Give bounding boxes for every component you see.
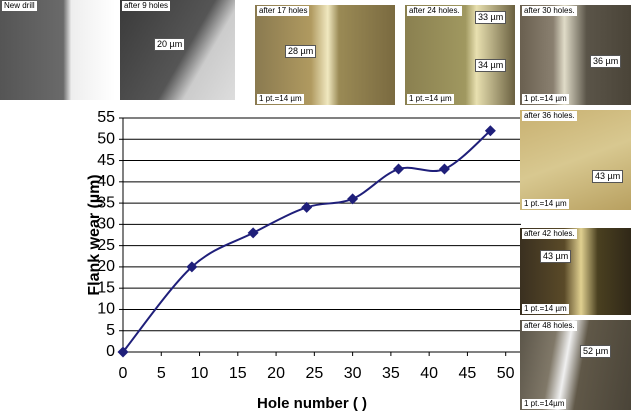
x-tick-label: 40 bbox=[420, 365, 438, 382]
data-marker bbox=[117, 346, 129, 358]
y-axis-title: Flank wear (µm) bbox=[86, 174, 103, 295]
data-marker bbox=[301, 201, 313, 213]
x-tick-label: 10 bbox=[191, 365, 209, 382]
y-tick-label: 40 bbox=[97, 173, 115, 190]
thumbnail-label: after 9 holes bbox=[122, 1, 171, 11]
x-tick-label: 50 bbox=[497, 365, 515, 382]
measurement-label: 34 µm bbox=[475, 59, 507, 72]
measurement-label: 36 µm bbox=[590, 55, 622, 68]
measurement-label: 43 µm bbox=[540, 250, 572, 263]
scale-label: 1 pt.=14 µm bbox=[522, 94, 569, 104]
thumbnail: after 48 holes. 52 µm 1 pt.=14µm bbox=[520, 320, 631, 410]
data-marker bbox=[347, 193, 359, 205]
measurement-label: 52 µm bbox=[580, 345, 612, 358]
y-tick-label: 25 bbox=[97, 237, 115, 254]
thumbnail-label: after 36 holes. bbox=[522, 111, 577, 121]
data-marker bbox=[484, 125, 496, 137]
scale-label: 1 pt.=14 µm bbox=[407, 94, 454, 104]
thumbnail: after 24 holes. 33 µm 34 µm 1 pt.=14 µm bbox=[405, 5, 515, 105]
scale-label: 1 pt.=14µm bbox=[522, 399, 567, 409]
data-line bbox=[122, 129, 492, 353]
thumbnail: after 9 holes 20 µm bbox=[120, 0, 235, 100]
scale-label: 1 pt.=14 µm bbox=[522, 304, 569, 314]
measurement-label: 43 µm bbox=[592, 170, 624, 183]
x-tick-label: 15 bbox=[229, 365, 247, 382]
data-marker bbox=[393, 163, 405, 175]
thumbnail: New drill bbox=[0, 0, 115, 100]
y-tick-label: 15 bbox=[97, 279, 115, 296]
y-tick-label: 10 bbox=[97, 301, 115, 318]
thumbnail: after 42 holes. 43 µm 1 pt.=14 µm bbox=[520, 228, 631, 315]
x-tick-label: 30 bbox=[344, 365, 362, 382]
y-tick-label: 35 bbox=[97, 194, 115, 211]
scale-label: 1 pt.=14 µm bbox=[522, 199, 569, 209]
x-tick-label: 45 bbox=[459, 365, 477, 382]
scale-label: 1 pt.=14 µm bbox=[257, 94, 304, 104]
thumbnail: after 36 holes. 43 µm 1 pt.=14 µm bbox=[520, 110, 631, 210]
y-tick-label: 50 bbox=[97, 130, 115, 147]
y-tick-label: 20 bbox=[97, 258, 115, 275]
thumbnail-label: after 24 holes. bbox=[407, 6, 462, 16]
x-tick-label: 5 bbox=[157, 365, 166, 382]
data-marker bbox=[247, 227, 259, 239]
measurement-label: 28 µm bbox=[285, 45, 317, 58]
thumbnail-label: after 48 holes. bbox=[522, 321, 577, 331]
y-tick-label: 55 bbox=[97, 109, 115, 126]
y-tick-label: 0 bbox=[106, 343, 115, 360]
x-axis-title: Hole number ( ) bbox=[257, 395, 367, 412]
data-marker bbox=[186, 261, 198, 273]
y-tick-label: 30 bbox=[97, 216, 115, 233]
data-marker bbox=[438, 163, 450, 175]
x-tick-label: 0 bbox=[119, 365, 128, 382]
y-tick-label: 45 bbox=[97, 152, 115, 169]
thumbnail-label: after 42 holes. bbox=[522, 229, 577, 239]
thumbnail-label: after 17 holes bbox=[257, 6, 310, 16]
measurement-label: 33 µm bbox=[475, 11, 507, 24]
thumbnail-label: after 30 holes. bbox=[522, 6, 577, 16]
x-tick-label: 20 bbox=[267, 365, 285, 382]
y-tick-label: 5 bbox=[106, 322, 115, 339]
thumbnail-label: New drill bbox=[2, 1, 37, 11]
thumbnail: after 30 holes. 36 µm 1 pt.=14 µm bbox=[520, 5, 631, 105]
x-tick-label: 35 bbox=[382, 365, 400, 382]
x-tick-label: 25 bbox=[305, 365, 323, 382]
measurement-label: 20 µm bbox=[154, 38, 186, 51]
thumbnail: after 17 holes 28 µm 1 pt.=14 µm bbox=[255, 5, 395, 105]
